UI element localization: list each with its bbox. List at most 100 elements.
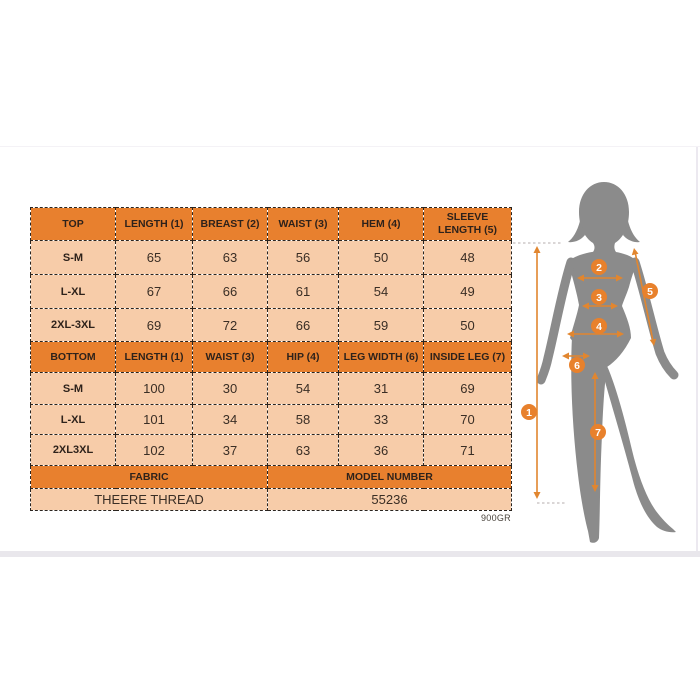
size-label: L-XL <box>30 404 116 435</box>
silhouette-hair-flip-right <box>623 221 640 243</box>
size-label: 2XL-3XL <box>30 308 116 342</box>
measure-marker-5: 5 <box>642 283 658 299</box>
marker-number: 6 <box>574 360 580 372</box>
silhouette-right-leg <box>602 366 676 533</box>
measure-value: 70 <box>423 404 512 435</box>
size-label: 2XL3XL <box>30 434 116 466</box>
bottom-header-cell: LENGTH (1) <box>115 341 193 373</box>
model-number-value: 55236 <box>267 488 512 511</box>
female-silhouette <box>536 182 679 543</box>
silhouette-left-leg <box>571 337 607 543</box>
measure-value: 69 <box>423 372 512 405</box>
fabric-value: THEERE THREAD <box>30 488 268 511</box>
model-number-header-cell: MODEL NUMBER <box>267 465 512 489</box>
measurement-markers: 1 2 3 4 5 6 7 <box>521 259 658 440</box>
image-frame-top <box>0 146 700 147</box>
image-frame-bottom <box>0 551 700 557</box>
measure-marker-3: 3 <box>591 289 607 305</box>
bottom-header-cell: INSIDE LEG (7) <box>423 341 512 373</box>
measure-value: 30 <box>192 372 268 405</box>
measure-value: 50 <box>338 240 424 275</box>
top-header-cell: BREAST (2) <box>192 207 268 241</box>
marker-number: 5 <box>647 286 653 298</box>
size-label: L-XL <box>30 274 116 309</box>
top-data-row: 2XL-3XL 69 72 66 59 50 <box>30 308 512 342</box>
info-header-row: FABRIC MODEL NUMBER <box>30 465 512 489</box>
measure-value: 54 <box>338 274 424 309</box>
marker-number: 4 <box>596 321 602 333</box>
measure-value: 63 <box>267 434 339 466</box>
size-chart-table: TOP LENGTH (1) BREAST (2) WAIST (3) HEM … <box>30 207 512 511</box>
top-header-cell: TOP <box>30 207 116 241</box>
fabric-header-cell: FABRIC <box>30 465 268 489</box>
measure-value: 66 <box>267 308 339 342</box>
measurement-arrows <box>533 246 657 499</box>
measure-value: 37 <box>192 434 268 466</box>
silhouette-hair-flip-left <box>568 221 585 243</box>
marker-number: 1 <box>526 407 532 419</box>
top-header-cell: LENGTH (1) <box>115 207 193 241</box>
silhouette-left-arm <box>536 257 576 385</box>
measure-value: 34 <box>192 404 268 435</box>
bottom-data-row: S-M 100 30 54 31 69 <box>30 372 512 405</box>
info-data-row: THEERE THREAD 55236 <box>30 488 512 511</box>
top-data-row: L-XL 67 66 61 54 49 <box>30 274 512 309</box>
measure-arrow-3 <box>582 302 618 310</box>
marker-number: 2 <box>596 262 602 274</box>
measure-marker-1: 1 <box>521 404 537 420</box>
weight-note: 900GR <box>480 513 511 523</box>
measure-value: 65 <box>115 240 193 275</box>
measure-value: 101 <box>115 404 193 435</box>
measure-value: 49 <box>423 274 512 309</box>
bottom-header-cell: HIP (4) <box>267 341 339 373</box>
silhouette-head <box>579 182 629 255</box>
measure-arrow-1 <box>533 246 541 499</box>
top-header-row: TOP LENGTH (1) BREAST (2) WAIST (3) HEM … <box>30 207 512 241</box>
measure-value: 102 <box>115 434 193 466</box>
guide-dashes <box>513 242 567 504</box>
measure-value: 33 <box>338 404 424 435</box>
measure-value: 61 <box>267 274 339 309</box>
measure-value: 58 <box>267 404 339 435</box>
bottom-header-cell: WAIST (3) <box>192 341 268 373</box>
measure-value: 69 <box>115 308 193 342</box>
top-header-cell: SLEEVE LENGTH (5) <box>423 207 512 241</box>
measure-value: 50 <box>423 308 512 342</box>
measure-arrow-4 <box>567 330 624 338</box>
measure-value: 31 <box>338 372 424 405</box>
top-header-cell: WAIST (3) <box>267 207 339 241</box>
measure-value: 48 <box>423 240 512 275</box>
measure-value: 59 <box>338 308 424 342</box>
image-frame-right <box>696 147 698 552</box>
bottom-header-row: BOTTOM LENGTH (1) WAIST (3) HIP (4) LEG … <box>30 341 512 373</box>
measurement-diagram: 1 2 3 4 5 6 7 <box>513 182 679 543</box>
bottom-data-row: L-XL 101 34 58 33 70 <box>30 404 512 435</box>
measure-arrow-5 <box>631 248 657 346</box>
bottom-data-row: 2XL3XL 102 37 63 36 71 <box>30 434 512 466</box>
measure-value: 54 <box>267 372 339 405</box>
silhouette-torso <box>568 251 637 367</box>
marker-number: 3 <box>596 292 602 304</box>
measure-marker-4: 4 <box>591 318 607 334</box>
measure-value: 66 <box>192 274 268 309</box>
measure-marker-2: 2 <box>591 259 607 275</box>
marker-number: 7 <box>595 427 601 439</box>
bottom-header-cell: BOTTOM <box>30 341 116 373</box>
measure-value: 56 <box>267 240 339 275</box>
measure-arrow-6 <box>562 352 590 360</box>
measure-marker-7: 7 <box>590 424 606 440</box>
top-header-cell: HEM (4) <box>338 207 424 241</box>
measure-value: 67 <box>115 274 193 309</box>
measure-marker-6: 6 <box>569 357 585 373</box>
bottom-header-cell: LEG WIDTH (6) <box>338 341 424 373</box>
top-data-row: S-M 65 63 56 50 48 <box>30 240 512 275</box>
measure-value: 100 <box>115 372 193 405</box>
measure-value: 71 <box>423 434 512 466</box>
size-label: S-M <box>30 372 116 405</box>
measure-arrow-2 <box>577 274 623 282</box>
measure-value: 72 <box>192 308 268 342</box>
measure-value: 63 <box>192 240 268 275</box>
size-label: S-M <box>30 240 116 275</box>
measure-value: 36 <box>338 434 424 466</box>
